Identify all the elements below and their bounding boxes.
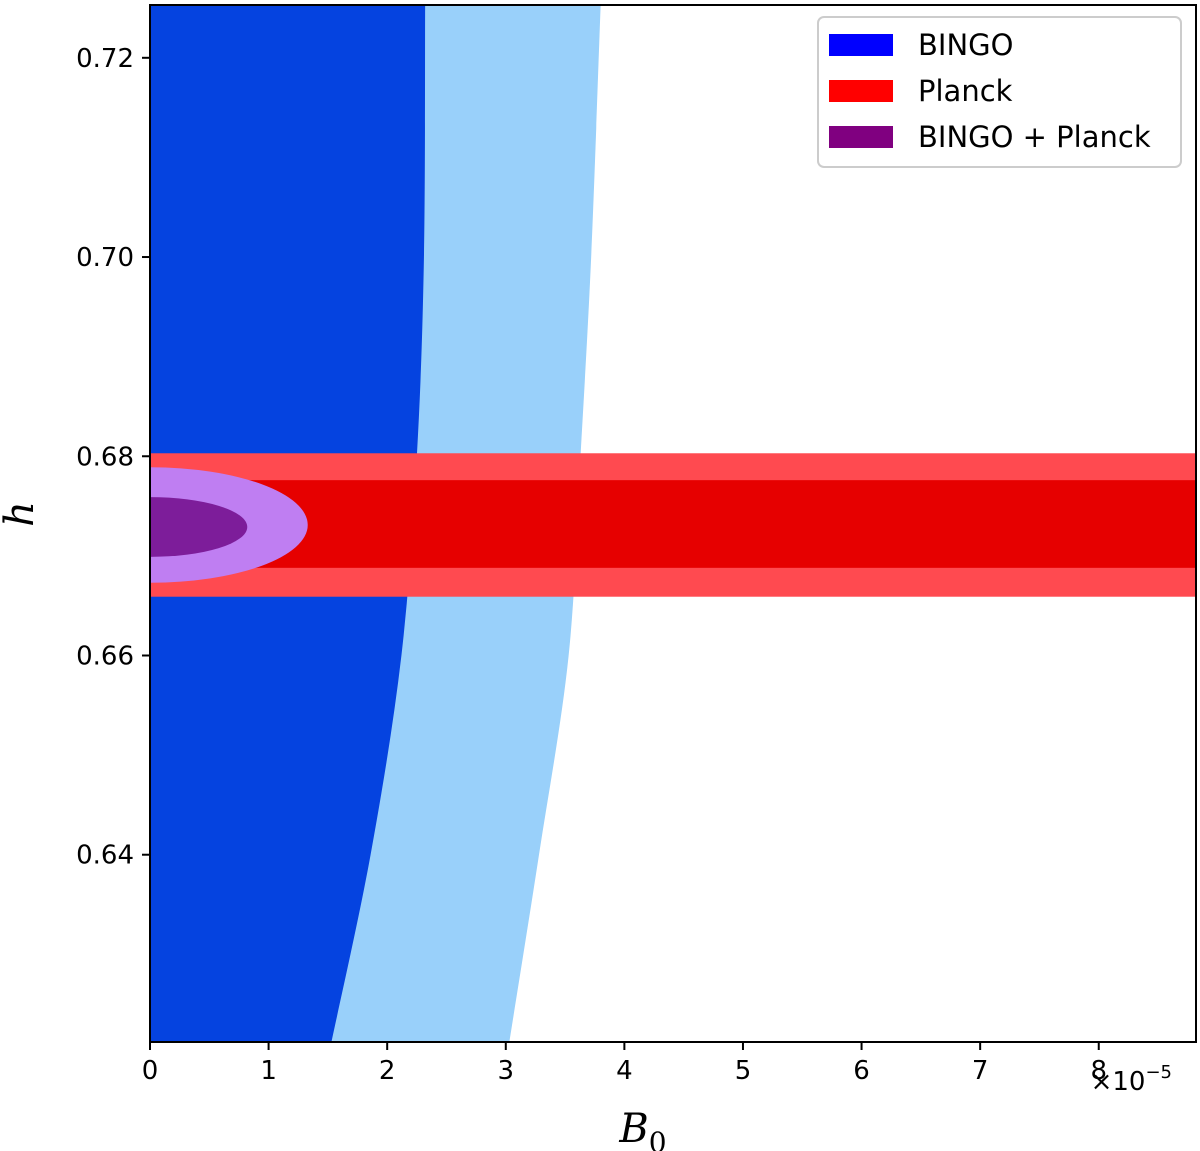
x-tick-label: 0 bbox=[142, 1056, 159, 1086]
x-axis-label: B0 bbox=[618, 1106, 666, 1151]
y-tick-label: 0.68 bbox=[76, 442, 134, 472]
x-tick-label: 5 bbox=[735, 1056, 752, 1086]
legend-swatch-bingo bbox=[829, 34, 893, 56]
axes-frame bbox=[149, 4, 1197, 1043]
x-tick-label: 1 bbox=[260, 1056, 277, 1086]
legend: BINGO Planck BINGO + Planck bbox=[817, 16, 1182, 168]
legend-swatch-bingo-planck bbox=[829, 126, 893, 148]
x-tick-label: 4 bbox=[616, 1056, 633, 1086]
planck-68-region bbox=[150, 480, 1196, 568]
legend-label-bingo: BINGO bbox=[918, 28, 1013, 62]
bingo-planck-68-region bbox=[150, 497, 248, 557]
legend-swatch-planck bbox=[829, 80, 893, 102]
legend-label-planck: Planck bbox=[918, 74, 1013, 108]
x-tick-label: 6 bbox=[853, 1056, 870, 1086]
x-tick-label: 7 bbox=[972, 1056, 989, 1086]
y-tick-label: 0.66 bbox=[76, 641, 134, 671]
x-axis: 0 1 2 3 4 5 6 7 8 bbox=[142, 1042, 1107, 1086]
y-tick-label: 0.70 bbox=[76, 243, 134, 273]
x-tick-label: 2 bbox=[379, 1056, 396, 1086]
y-tick-label: 0.64 bbox=[76, 841, 134, 871]
x-tick-label: 8 bbox=[1090, 1056, 1107, 1086]
y-axis-label: h bbox=[0, 501, 43, 527]
plot-area bbox=[150, 5, 1196, 1042]
legend-box bbox=[817, 16, 1182, 168]
legend-label-bingo-planck: BINGO + Planck bbox=[918, 120, 1151, 154]
x-tick-label: 3 bbox=[498, 1056, 515, 1086]
y-axis: 0.64 0.66 0.68 0.70 0.72 bbox=[76, 44, 150, 871]
x-offset-text: ×10−5 bbox=[1091, 1062, 1172, 1097]
y-tick-label: 0.72 bbox=[76, 44, 134, 74]
